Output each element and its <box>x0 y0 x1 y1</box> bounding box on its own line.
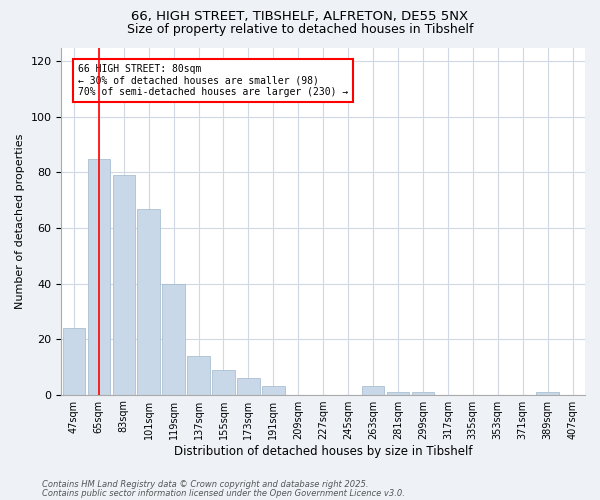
Bar <box>88 158 110 394</box>
Bar <box>137 208 160 394</box>
Bar <box>62 328 85 394</box>
Bar <box>113 175 135 394</box>
Text: 66 HIGH STREET: 80sqm
← 30% of detached houses are smaller (98)
70% of semi-deta: 66 HIGH STREET: 80sqm ← 30% of detached … <box>79 64 349 98</box>
Bar <box>387 392 409 394</box>
Bar <box>536 392 559 394</box>
X-axis label: Distribution of detached houses by size in Tibshelf: Distribution of detached houses by size … <box>174 444 472 458</box>
Bar <box>237 378 260 394</box>
Bar <box>212 370 235 394</box>
Bar <box>187 356 210 395</box>
Bar <box>262 386 284 394</box>
Bar <box>412 392 434 394</box>
Bar <box>163 284 185 395</box>
Bar <box>362 386 384 394</box>
Text: Size of property relative to detached houses in Tibshelf: Size of property relative to detached ho… <box>127 22 473 36</box>
Text: 66, HIGH STREET, TIBSHELF, ALFRETON, DE55 5NX: 66, HIGH STREET, TIBSHELF, ALFRETON, DE5… <box>131 10 469 23</box>
Text: Contains HM Land Registry data © Crown copyright and database right 2025.: Contains HM Land Registry data © Crown c… <box>42 480 368 489</box>
Y-axis label: Number of detached properties: Number of detached properties <box>15 134 25 308</box>
Text: Contains public sector information licensed under the Open Government Licence v3: Contains public sector information licen… <box>42 488 405 498</box>
